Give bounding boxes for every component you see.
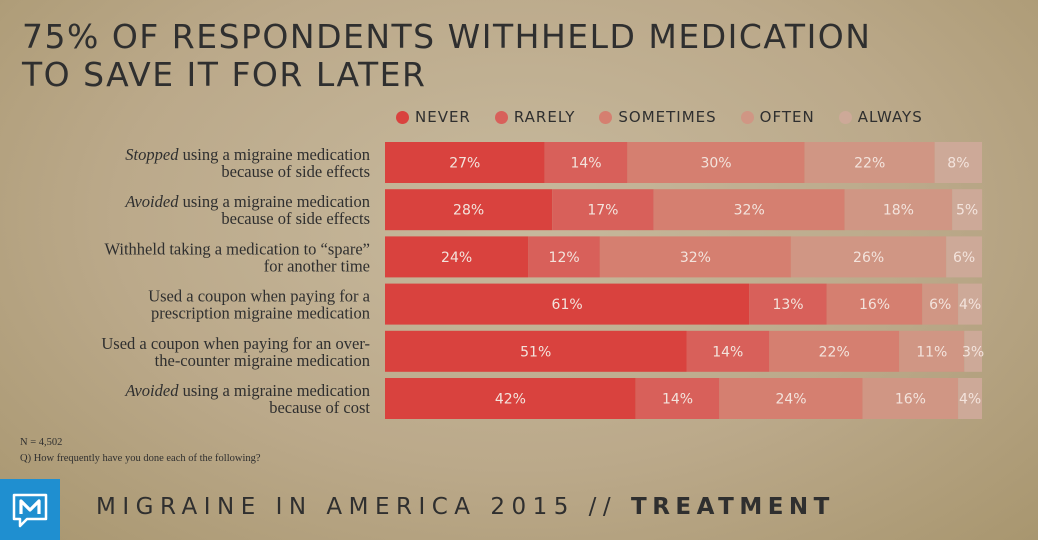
bar-segment-often	[922, 283, 959, 325]
legend-label-always: ALWAYS	[857, 108, 923, 126]
data-label-always: 8%	[947, 156, 969, 172]
bar-segment-sometimes	[719, 378, 863, 419]
data-label-never: 24%	[441, 250, 472, 266]
data-label-sometimes: 22%	[819, 344, 850, 360]
data-label-sometimes: 24%	[775, 392, 806, 408]
bar-segment-often	[791, 236, 947, 278]
data-label-often: 11%	[916, 344, 947, 360]
bar-segment-always	[958, 378, 982, 419]
data-label-never: 42%	[495, 392, 526, 408]
data-label-never: 61%	[552, 297, 583, 313]
chart-title-line-2: TO SAVE IT FOR LATER	[22, 55, 427, 94]
category-label-4: Used a coupon when paying for a prescript…	[148, 287, 370, 323]
bar-segment-sometimes	[769, 330, 900, 372]
legend-item-rarely: RARELY	[494, 108, 576, 126]
bar-segment-rarely	[528, 236, 600, 278]
category-label-2: Avoided using a migraine medication becau…	[124, 192, 370, 228]
data-label-never: 51%	[520, 344, 551, 360]
bar-segment-often	[899, 330, 965, 372]
data-label-often: 6%	[929, 297, 951, 313]
legend-swatch-sometimes	[599, 110, 613, 124]
bar-segment-rarely	[635, 378, 720, 419]
legend-label-sometimes: SOMETIMES	[618, 108, 717, 126]
legend-item-always: ALWAYS	[838, 108, 923, 126]
bar-segment-rarely	[544, 142, 628, 183]
bar-segment-always	[964, 330, 982, 372]
stacked-bar-chart: 27% 14% 30% 22% 8% Stopped using a migraine m…	[101, 142, 984, 419]
bar-segment-never	[385, 283, 750, 325]
bar-segment-always	[958, 283, 982, 325]
bar-row-4: 61% 13% 16% 6% 4%	[385, 283, 982, 325]
category-label-5: Used a coupon when paying for an over-th…	[101, 334, 370, 370]
category-label-6: Avoided using a migraine medication becau…	[124, 381, 370, 417]
data-label-rarely: 13%	[772, 297, 803, 313]
bar-segment-never	[385, 142, 545, 183]
bar-segment-always	[934, 142, 982, 183]
legend-label-often: OFTEN	[759, 108, 815, 126]
data-label-sometimes: 16%	[859, 297, 890, 313]
data-label-often: 26%	[853, 250, 884, 266]
footer-banner: MIGRAINE IN AMERICA 2015 // TREATMENT	[96, 494, 996, 526]
category-label-3: Withheld taking a medication to “spare” f…	[104, 239, 370, 275]
bar-segment-often	[862, 378, 959, 419]
bar-segment-sometimes	[826, 283, 923, 325]
m-speech-bubble-icon	[0, 479, 60, 540]
data-label-often: 18%	[883, 203, 914, 219]
bar-row-3: 24% 12% 32% 26% 6%	[385, 236, 982, 278]
legend-item-often: OFTEN	[740, 108, 815, 126]
legend-swatch-never	[396, 110, 409, 124]
data-label-sometimes: 32%	[734, 203, 765, 219]
data-label-rarely: 12%	[549, 250, 580, 266]
bar-segment-rarely	[686, 330, 770, 372]
data-label-never: 27%	[449, 156, 480, 172]
footer-section: TREATMENT	[631, 494, 835, 520]
data-label-often: 16%	[895, 392, 926, 408]
footer-prefix: MIGRAINE IN AMERICA 2015 //	[96, 494, 618, 520]
chart-legend: NEVER RARELY SOMETIMES OFTEN ALWAYS	[396, 106, 947, 128]
data-label-rarely: 17%	[587, 203, 618, 219]
chart-title: 75% OF RESPONDENTS WITHHELD MEDICATION T…	[22, 18, 1002, 94]
data-label-rarely: 14%	[712, 344, 743, 360]
category-label-1: Stopped using a migraine medication becau…	[125, 145, 370, 181]
data-label-always: 6%	[953, 250, 975, 266]
data-label-always: 5%	[956, 203, 978, 219]
bar-segment-always	[946, 236, 982, 278]
data-label-rarely: 14%	[570, 156, 601, 172]
bar-segment-sometimes	[599, 236, 791, 278]
bar-row-5: 51% 14% 22% 11% 3%	[385, 330, 984, 372]
legend-swatch-rarely	[494, 110, 508, 124]
survey-question-note: Q) How frequently have you done each of …	[20, 453, 261, 464]
bar-segment-never	[385, 189, 553, 231]
data-label-rarely: 14%	[662, 392, 693, 408]
bar-segment-rarely	[552, 189, 654, 231]
bar-segment-sometimes	[627, 142, 805, 183]
bar-segment-never	[385, 330, 687, 372]
bar-row-6: 42% 14% 24% 16% 4%	[385, 378, 982, 419]
legend-swatch-often	[740, 110, 754, 124]
bar-row-2: 28% 17% 32% 18% 5%	[385, 189, 983, 231]
bar-segment-never	[385, 378, 636, 419]
data-label-sometimes: 32%	[680, 250, 711, 266]
data-label-sometimes: 30%	[700, 156, 731, 172]
data-label-always: 4%	[959, 297, 981, 313]
data-label-always: 4%	[959, 392, 981, 408]
legend-item-never: NEVER	[396, 108, 471, 126]
bar-segment-sometimes	[653, 189, 845, 231]
legend-item-sometimes: SOMETIMES	[599, 108, 716, 126]
data-label-often: 22%	[854, 156, 885, 172]
bar-segment-rarely	[749, 283, 827, 325]
sample-size-note: N = 4,502	[20, 437, 63, 448]
legend-label-rarely: RARELY	[513, 108, 576, 126]
bar-segment-often	[844, 189, 953, 231]
bar-segment-often	[804, 142, 935, 183]
chart-title-line-1: 75% OF RESPONDENTS WITHHELD MEDICATION	[22, 17, 872, 56]
bar-segment-never	[385, 236, 529, 278]
data-label-never: 28%	[453, 203, 484, 219]
bar-segment-always	[952, 189, 983, 231]
data-label-always: 3%	[962, 344, 984, 360]
legend-swatch-always	[838, 110, 852, 124]
legend-label-never: NEVER	[415, 108, 471, 126]
bar-row-1: 27% 14% 30% 22% 8%	[385, 142, 982, 183]
